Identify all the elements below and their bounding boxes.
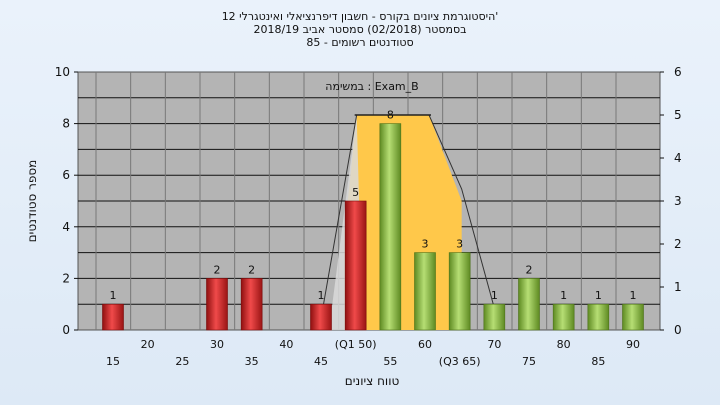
bar-value-label: 1 [110, 289, 117, 302]
title-line-2: בסמסטר (02/2018) סמסטר אביב 2018/19 [253, 23, 467, 36]
y-axis-label: מספר סטודנטים [25, 160, 39, 243]
bars-group [102, 123, 644, 331]
title-line-3: סטודנטים רשומים - 85 [306, 36, 414, 49]
bar-value-label: 1 [560, 289, 567, 302]
y2-tick-label: 5 [674, 108, 682, 122]
bar-value-label: 2 [248, 263, 255, 276]
x-axis: 15 20 25 30 35 40 45 (Q1 50) 55 60 (Q3 65) 70 75 80 85… [106, 338, 640, 368]
bar [310, 303, 332, 331]
x-tick-label: 15 [106, 355, 120, 368]
y-tick-label: 2 [62, 271, 70, 285]
x-tick-label: 25 [175, 355, 189, 368]
x-tick-label: (Q1 50) [335, 338, 377, 351]
y2-tick-label: 1 [674, 280, 682, 294]
bar [379, 123, 402, 331]
bar [414, 252, 436, 331]
bar [102, 303, 124, 331]
bar-value-label: 1 [595, 289, 602, 302]
x-tick-label: 45 [314, 355, 328, 368]
y-axis: 0 2 4 6 8 10 [55, 65, 78, 337]
bar [622, 303, 644, 331]
y2-axis: 0 1 2 3 4 5 6 [660, 65, 682, 337]
x-axis-label: טווח ציונים [345, 374, 400, 388]
y2-tick-label: 2 [674, 237, 682, 251]
bar-value-label: 1 [630, 289, 637, 302]
bar [448, 252, 471, 331]
chart-annotation: במשימה : Exam_B [325, 80, 418, 93]
bar [206, 278, 228, 331]
bar-value-label: 1 [318, 289, 325, 302]
x-tick-label: 20 [141, 338, 155, 351]
y2-tick-label: 0 [674, 323, 682, 337]
bar-value-label: 1 [491, 289, 498, 302]
x-tick-label: 90 [626, 338, 640, 351]
bar-value-label: 2 [526, 263, 533, 276]
bar [344, 200, 367, 331]
bar [240, 278, 263, 331]
x-tick-label: 55 [383, 355, 397, 368]
y-tick-label: 8 [62, 117, 70, 131]
x-tick-label: 70 [487, 338, 501, 351]
y-tick-label: 0 [62, 323, 70, 337]
bar-value-label: 8 [387, 109, 394, 122]
bar [552, 303, 575, 331]
x-tick-label: 85 [591, 355, 605, 368]
y2-tick-label: 3 [674, 194, 682, 208]
x-tick-label: (Q3 65) [439, 355, 481, 368]
x-tick-label: 40 [279, 338, 293, 351]
bar-value-label: 5 [352, 186, 359, 199]
y2-tick-label: 4 [674, 151, 682, 165]
bar-value-label: 2 [214, 263, 221, 276]
x-tick-label: 75 [522, 355, 536, 368]
x-tick-label: 80 [557, 338, 571, 351]
bar [518, 278, 540, 331]
y-tick-label: 10 [55, 65, 70, 79]
x-tick-label: 30 [210, 338, 224, 351]
x-tick-label: 35 [245, 355, 259, 368]
bar-value-label: 3 [422, 238, 429, 251]
y-tick-label: 4 [62, 220, 70, 234]
y2-tick-label: 6 [674, 65, 682, 79]
bar [587, 303, 610, 331]
bar-value-label: 3 [456, 238, 463, 251]
x-tick-label: 60 [418, 338, 432, 351]
y-tick-label: 6 [62, 168, 70, 182]
title-line-1: היסטוגרמת ציונים בקורס - חשבון דיפרנציאל… [221, 10, 499, 23]
chart-title: היסטוגרמת ציונים בקורס - חשבון דיפרנציאל… [0, 10, 720, 49]
bar [483, 303, 506, 331]
bar-labels-group: 1 2 2 1 5 8 3 3 1 2 1 1 1 [110, 109, 637, 303]
